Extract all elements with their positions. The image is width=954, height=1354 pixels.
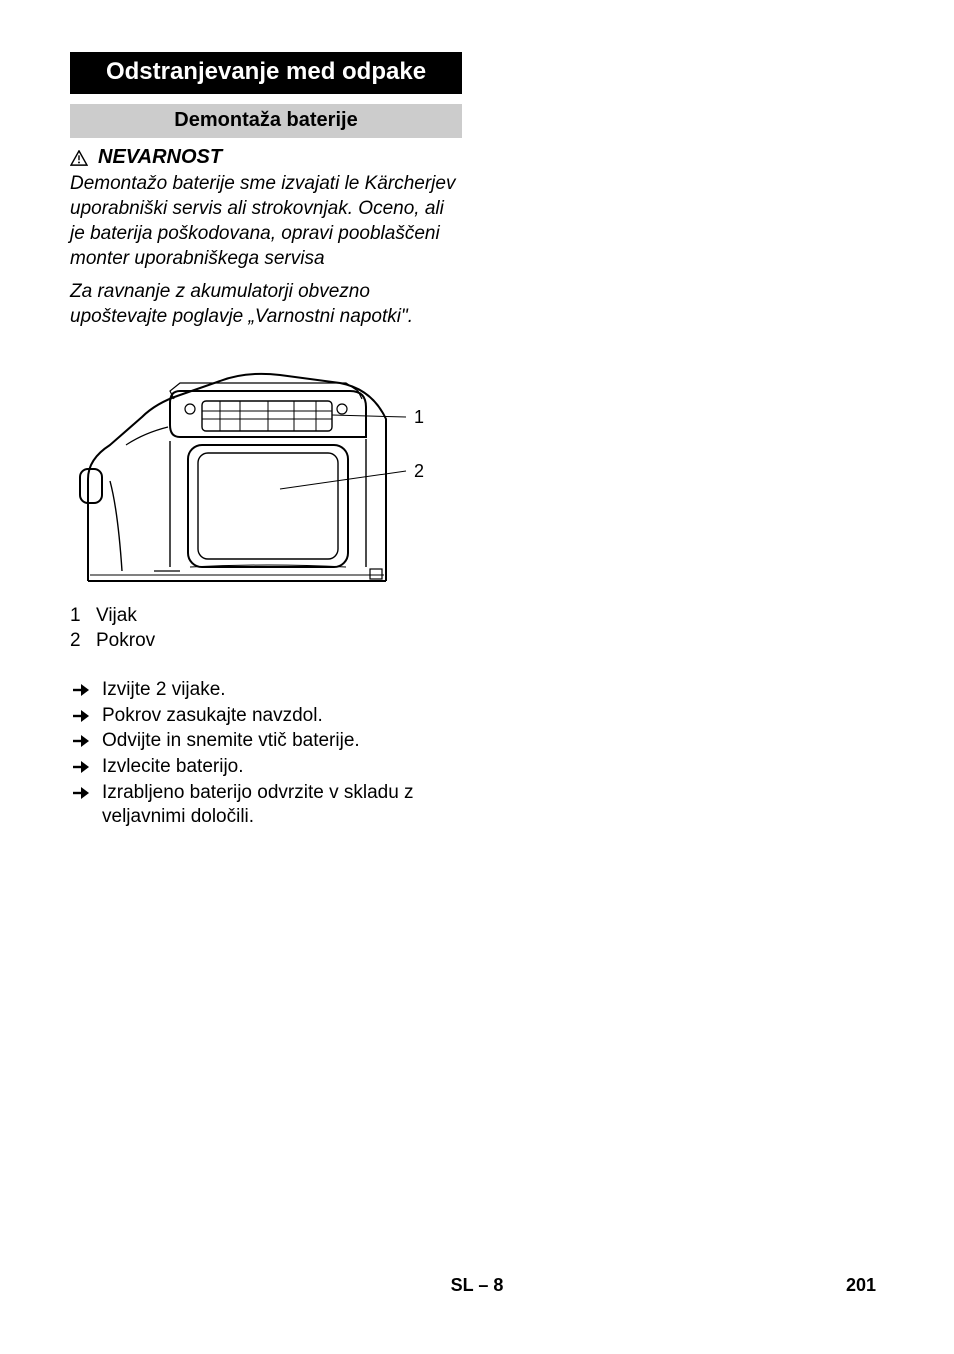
device-diagram: 1 2 (70, 341, 430, 593)
arrow-right-icon (72, 760, 90, 774)
step-text: Izvlecite baterijo. (102, 755, 462, 780)
diagram-legend: 1 Vijak 2 Pokrov (70, 604, 462, 653)
step-item: Izvlecite baterijo. (70, 755, 462, 780)
legend-row: 1 Vijak (70, 604, 462, 629)
arrow-right-icon (72, 709, 90, 723)
main-heading: Odstranjevanje med odpake (70, 52, 462, 94)
danger-paragraph-2: Za ravnanje z akumulatorji obvezno upošt… (70, 279, 462, 329)
steps-list: Izvijte 2 vijake. Pokrov zasukajte navzd… (70, 678, 462, 830)
legend-label: Vijak (96, 604, 137, 629)
step-text: Izvijte 2 vijake. (102, 678, 462, 703)
danger-label: NEVARNOST (98, 146, 222, 169)
step-item: Izvijte 2 vijake. (70, 678, 462, 703)
footer-lang-page: SL – 8 (0, 1275, 954, 1296)
legend-number: 1 (70, 604, 82, 629)
diagram-callout-1: 1 (414, 407, 424, 427)
danger-heading: NEVARNOST (70, 146, 462, 169)
sub-heading: Demontaža baterije (70, 104, 462, 138)
legend-label: Pokrov (96, 629, 155, 654)
step-text: Pokrov zasukajte navzdol. (102, 704, 462, 729)
step-text: Odvijte in snemite vtič baterije. (102, 729, 462, 754)
diagram-callout-2: 2 (414, 461, 424, 481)
page-number: 201 (846, 1275, 876, 1296)
step-text: Izrabljeno baterijo odvrzite v skladu z … (102, 781, 462, 830)
legend-number: 2 (70, 629, 82, 654)
arrow-right-icon (72, 683, 90, 697)
step-item: Izrabljeno baterijo odvrzite v skladu z … (70, 781, 462, 830)
arrow-right-icon (72, 734, 90, 748)
warning-triangle-icon (70, 150, 88, 166)
legend-row: 2 Pokrov (70, 629, 462, 654)
arrow-right-icon (72, 786, 90, 800)
step-item: Odvijte in snemite vtič baterije. (70, 729, 462, 754)
step-item: Pokrov zasukajte navzdol. (70, 704, 462, 729)
danger-paragraph-1: Demontažo baterije sme izvajati le Kärch… (70, 171, 462, 271)
